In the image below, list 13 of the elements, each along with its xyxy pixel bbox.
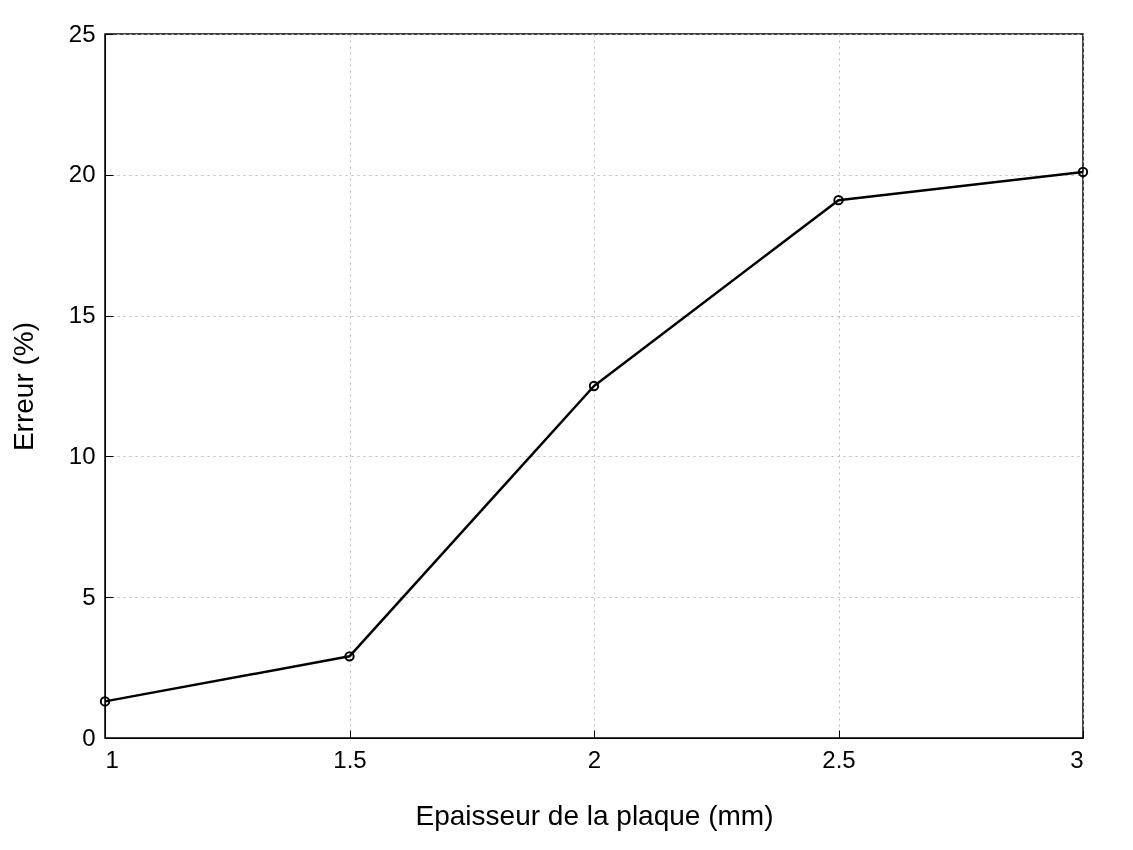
x-tick-label: 1.5	[333, 745, 367, 773]
x-tick-label: 2.5	[822, 745, 856, 773]
y-axis-title: Erreur (%)	[7, 321, 39, 452]
y-tick-label: 25	[68, 19, 96, 47]
y-tick-label: 5	[82, 582, 96, 610]
x-tick-label: 1	[105, 745, 119, 773]
y-tick-label: 15	[68, 301, 96, 329]
x-axis-title: Epaisseur de la plaque (mm)	[415, 799, 774, 831]
x-tick-label: 2	[587, 745, 602, 773]
y-tick-label: 20	[68, 160, 96, 188]
x-tick-label: 3	[1070, 745, 1084, 773]
y-tick-label: 10	[68, 441, 96, 469]
y-tick-label: 0	[82, 723, 96, 751]
